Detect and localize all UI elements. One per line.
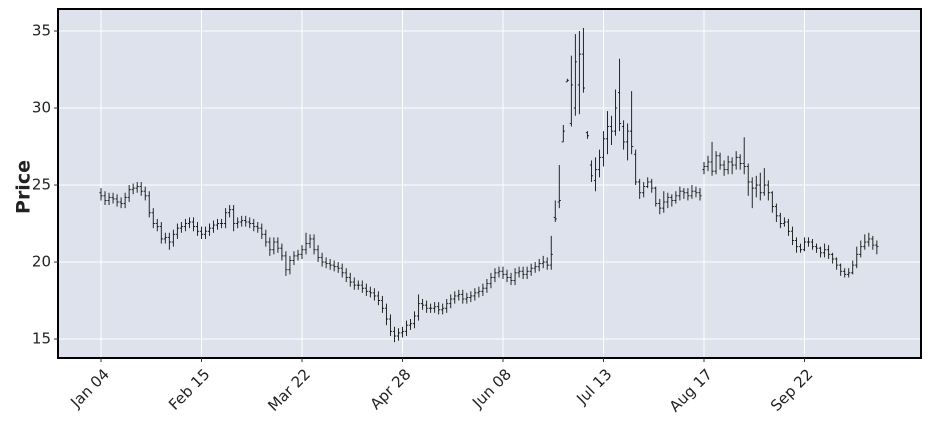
y-tick-label: 15 bbox=[32, 330, 51, 348]
y-axis-label: Price bbox=[13, 160, 35, 214]
y-tick-label: 30 bbox=[32, 99, 51, 117]
grid bbox=[58, 9, 921, 358]
x-tick-label: Jun 08 bbox=[468, 365, 515, 412]
x-tick-label: Mar 22 bbox=[264, 365, 314, 415]
y-tick-label: 20 bbox=[32, 253, 51, 271]
x-tick-label: Aug 17 bbox=[666, 365, 716, 415]
y-tick-label: 35 bbox=[32, 22, 51, 40]
y-tick-label: 25 bbox=[32, 176, 51, 194]
x-tick-label: Feb 15 bbox=[165, 365, 213, 413]
x-tick-label: Sep 22 bbox=[767, 365, 817, 415]
plot-frame bbox=[57, 8, 922, 359]
x-tick-label: Apr 28 bbox=[367, 365, 415, 413]
x-tick-label: Jul 13 bbox=[572, 365, 615, 408]
plot-area bbox=[58, 9, 921, 358]
x-tick-label: Jan 04 bbox=[66, 365, 113, 412]
ohlc-bars bbox=[99, 27, 879, 343]
